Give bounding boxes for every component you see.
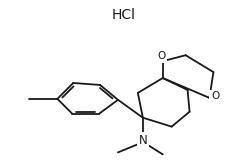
Text: O: O [211, 91, 219, 101]
Text: HCl: HCl [111, 8, 135, 22]
Text: N: N [138, 134, 147, 147]
Text: O: O [158, 51, 166, 61]
